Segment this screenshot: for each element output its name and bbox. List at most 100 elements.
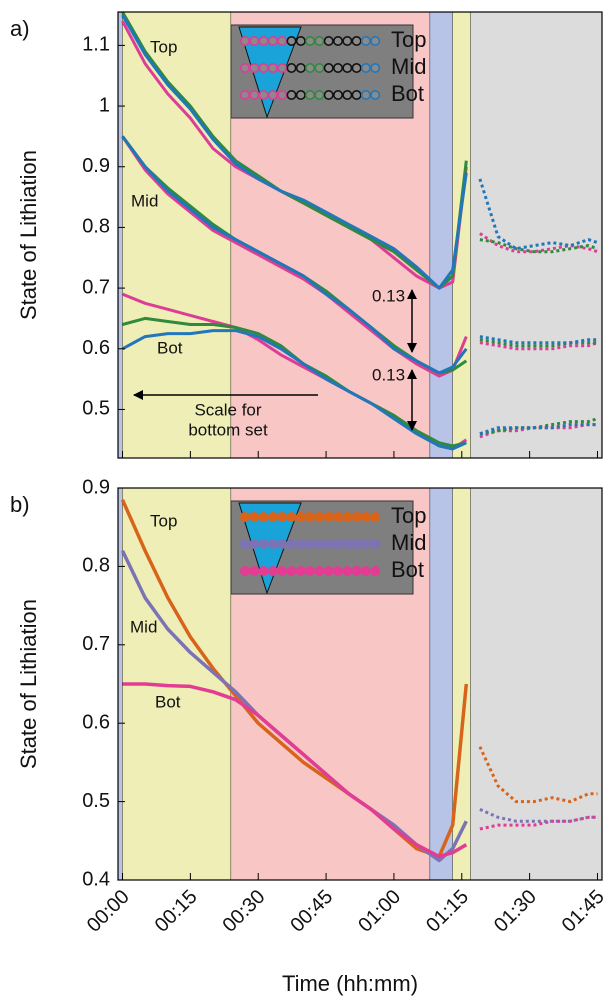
y-tick-label: 0.8	[82, 216, 110, 238]
legend-label: Top	[391, 503, 426, 528]
y-axis-label: State of Lithiation	[16, 599, 41, 769]
legend-particle	[351, 565, 362, 576]
legend-particle	[286, 35, 297, 46]
x-axis-label: Time (hh:mm)	[282, 971, 418, 996]
series-line	[121, 135, 468, 378]
legend-particle	[370, 511, 381, 522]
legend-particle	[370, 62, 381, 73]
annotation: 0.13	[372, 286, 405, 305]
x-tick-label: 00:30	[219, 886, 270, 937]
legend-particle	[351, 35, 362, 46]
series-line	[121, 14, 468, 290]
legend-particle	[286, 90, 297, 101]
legend-particle	[286, 565, 297, 576]
legend-particle	[370, 565, 381, 576]
series-line	[121, 135, 468, 375]
annotation: Top	[150, 511, 177, 530]
y-tick-label: 0.9	[82, 476, 110, 498]
legend-particle	[370, 90, 381, 101]
legend-label: Mid	[391, 530, 426, 555]
legend-particle	[249, 565, 260, 576]
y-tick-label: 0.9	[82, 155, 110, 177]
annotation: Mid	[130, 617, 157, 636]
legend-particle	[305, 538, 316, 549]
legend-particle	[295, 35, 306, 46]
phase-region	[118, 488, 123, 880]
legend-particle	[267, 538, 278, 549]
legend-particle	[323, 538, 334, 549]
legend-particle	[267, 62, 278, 73]
legend-particle	[314, 538, 325, 549]
legend-label: Top	[391, 27, 426, 52]
y-tick-label: 0.6	[82, 337, 110, 359]
legend-particle	[240, 35, 251, 46]
legend-particle	[249, 538, 260, 549]
legend-label: Bot	[391, 557, 424, 582]
legend-particle	[351, 90, 362, 101]
legend-particle	[249, 90, 260, 101]
legend-particle	[370, 35, 381, 46]
legend-label: Bot	[391, 81, 424, 106]
annotation: bottom set	[188, 420, 268, 439]
legend-particle	[305, 511, 316, 522]
series-line	[478, 746, 598, 804]
legend-particle	[267, 90, 278, 101]
phase-region	[122, 12, 232, 458]
phase-region	[470, 12, 602, 458]
legend-label: Mid	[391, 54, 426, 79]
legend-particle	[267, 35, 278, 46]
x-tick-label: 00:00	[83, 886, 134, 937]
legend-particle	[240, 511, 251, 522]
legend-particle	[258, 62, 269, 73]
phase-region	[430, 12, 453, 458]
legend-particle	[277, 538, 288, 549]
panel-label: a)	[10, 16, 30, 41]
panel-label: b)	[10, 492, 30, 517]
legend-particle	[240, 62, 251, 73]
legend-particle	[267, 565, 278, 576]
plot-frame	[117, 11, 603, 459]
legend-particle	[249, 62, 260, 73]
y-tick-label: 0.6	[82, 711, 110, 733]
legend-particle	[277, 35, 288, 46]
legend-particle	[258, 565, 269, 576]
legend-particle	[351, 538, 362, 549]
legend-particle	[277, 90, 288, 101]
legend-particle	[342, 538, 353, 549]
legend-particle	[314, 35, 325, 46]
legend-particle	[351, 511, 362, 522]
x-tick-label: 01:30	[490, 886, 541, 937]
legend-particle	[258, 90, 269, 101]
legend-particle	[267, 511, 278, 522]
y-tick-label: 0.4	[82, 868, 110, 890]
legend-particle	[360, 90, 371, 101]
legend-particle	[360, 565, 371, 576]
legend-particle	[323, 90, 334, 101]
legend-particle	[295, 565, 306, 576]
legend-particle	[305, 90, 316, 101]
legend-particle	[332, 35, 343, 46]
annotation: Bot	[155, 692, 181, 711]
legend-particle	[295, 90, 306, 101]
x-tick-label: 00:15	[151, 886, 202, 937]
legend-particle	[332, 538, 343, 549]
legend-particle	[323, 62, 334, 73]
legend-particle	[360, 35, 371, 46]
y-tick-label: 0.5	[82, 790, 110, 812]
legend-particle	[295, 538, 306, 549]
x-tick-label: 01:00	[354, 886, 405, 937]
legend-particle	[305, 565, 316, 576]
legend-particle	[240, 565, 251, 576]
legend-particle	[332, 511, 343, 522]
legend-particle	[314, 565, 325, 576]
legend-particle	[240, 538, 251, 549]
plot-frame	[117, 487, 603, 881]
phase-region	[452, 488, 471, 880]
legend-particle	[323, 565, 334, 576]
legend-particle	[342, 35, 353, 46]
phase-region	[470, 488, 602, 880]
legend-particle	[342, 565, 353, 576]
legend-particle	[277, 62, 288, 73]
legend-particle	[323, 35, 334, 46]
